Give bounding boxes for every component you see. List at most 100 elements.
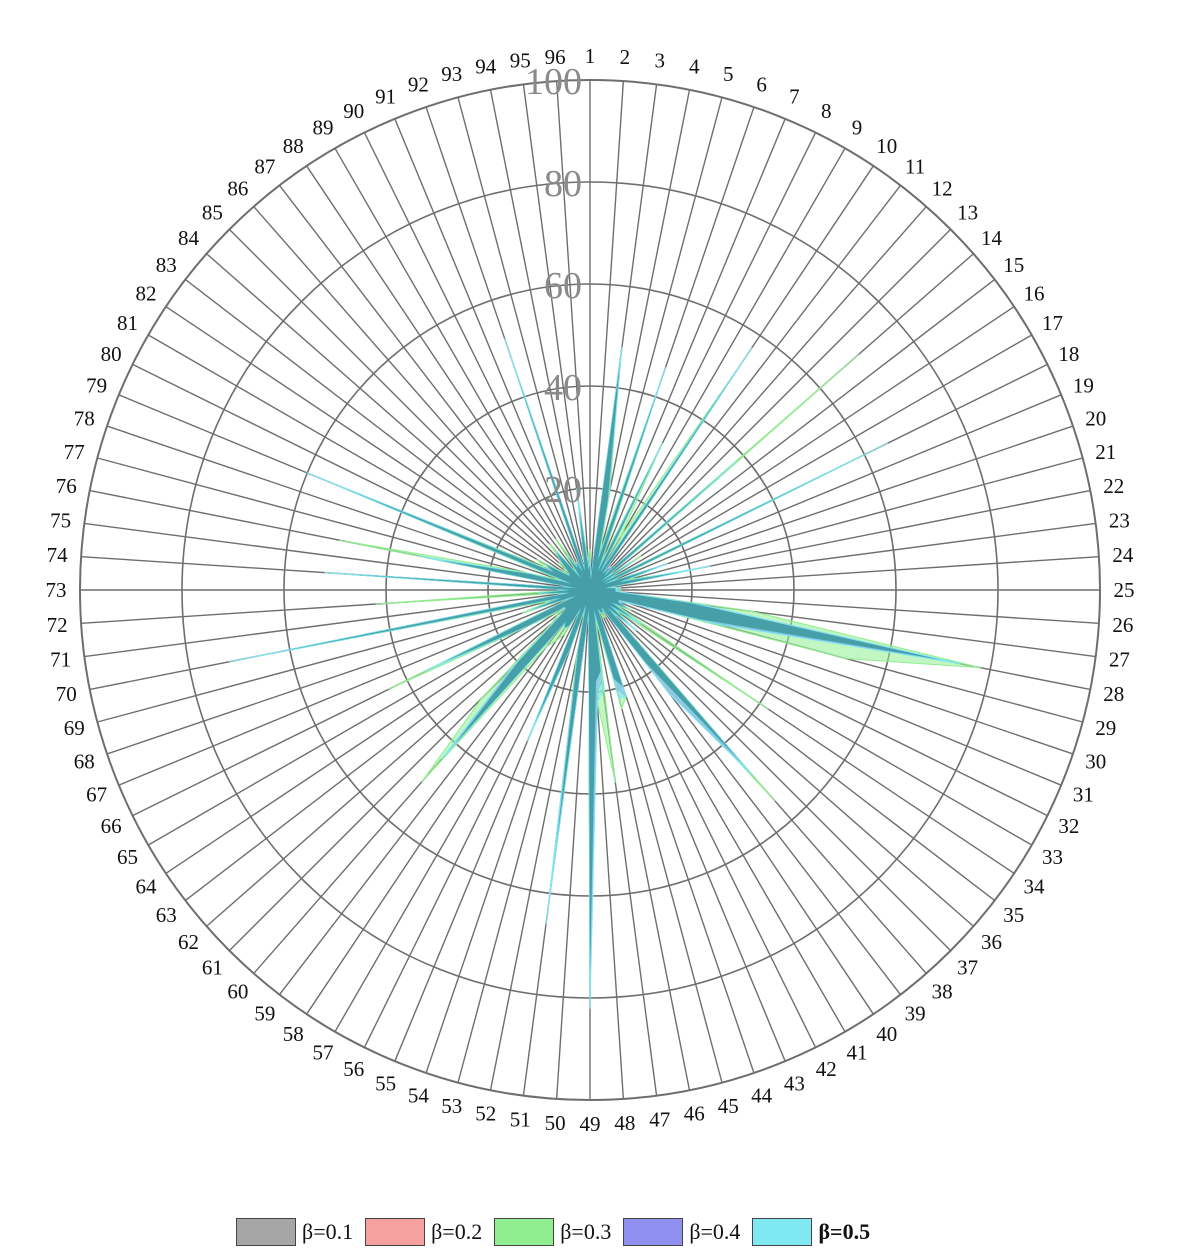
category-label: 59 xyxy=(254,1002,275,1026)
radar-series xyxy=(229,338,981,1009)
grid-spoke xyxy=(147,334,591,591)
radial-tick-labels: 20 40 60 80 100 xyxy=(525,61,582,511)
legend-label: β=0.3 xyxy=(560,1219,612,1244)
grid-spoke xyxy=(589,589,952,952)
grid-spoke xyxy=(306,165,591,591)
grid-spoke xyxy=(206,589,591,927)
data-point xyxy=(419,555,421,557)
category-label: 39 xyxy=(905,1002,926,1026)
category-label: 71 xyxy=(50,648,71,672)
grid-spoke xyxy=(253,206,591,591)
grid-spoke xyxy=(589,425,1074,591)
category-label: 7 xyxy=(789,85,800,109)
category-label: 83 xyxy=(156,253,177,277)
category-label: 15 xyxy=(1003,253,1024,277)
category-label: 10 xyxy=(876,134,897,158)
category-label: 29 xyxy=(1095,716,1116,740)
legend-swatch xyxy=(236,1218,296,1246)
data-point xyxy=(555,538,557,540)
data-point xyxy=(857,353,860,356)
data-point xyxy=(640,555,642,557)
grid-spoke xyxy=(589,522,1096,591)
data-point xyxy=(526,740,529,742)
data-point xyxy=(979,666,981,669)
data-point xyxy=(661,442,663,445)
category-label: 27 xyxy=(1109,648,1130,672)
grid-spoke xyxy=(589,589,1048,817)
category-label: 25 xyxy=(1114,578,1135,602)
grid-spoke xyxy=(589,118,786,591)
grid-spoke xyxy=(363,132,591,591)
data-point xyxy=(609,489,611,491)
category-label: 87 xyxy=(254,154,275,178)
data-point xyxy=(564,570,567,573)
grid-spoke xyxy=(589,555,1099,591)
category-label: 20 xyxy=(1085,406,1106,430)
legend-item: β=0.3 xyxy=(494,1218,611,1246)
category-label: 74 xyxy=(47,543,69,567)
grid-spoke xyxy=(589,589,1099,625)
grid-spoke xyxy=(589,457,1083,591)
grid-spoke xyxy=(589,589,817,1048)
category-label: 34 xyxy=(1024,875,1046,899)
grid-spoke xyxy=(457,97,591,591)
grid-spoke xyxy=(165,589,591,874)
grid-spoke xyxy=(589,589,1033,846)
legend-item: β=0.4 xyxy=(623,1218,740,1246)
category-label: 9 xyxy=(852,116,863,140)
data-point xyxy=(619,587,622,589)
category-label: 58 xyxy=(283,1022,304,1046)
data-point xyxy=(627,602,630,604)
grid-spoke xyxy=(589,334,1033,591)
grid-spoke xyxy=(589,589,1074,755)
category-label: 46 xyxy=(684,1102,705,1126)
grid-spoke xyxy=(589,589,846,1033)
category-label: 23 xyxy=(1109,508,1130,532)
category-label: 73 xyxy=(46,578,67,602)
legend-swatch xyxy=(623,1218,684,1246)
category-label: 11 xyxy=(905,154,925,178)
data-point xyxy=(424,670,427,672)
category-label: 5 xyxy=(723,62,734,86)
grid-spoke xyxy=(278,184,591,591)
data-point xyxy=(619,591,622,593)
data-point xyxy=(767,708,769,710)
data-point xyxy=(620,707,623,709)
grid-spoke xyxy=(278,589,591,996)
grid-spoke xyxy=(97,457,591,591)
grid-spoke xyxy=(334,147,591,591)
grid-spoke xyxy=(306,589,591,1015)
category-label: 77 xyxy=(64,440,85,464)
data-point xyxy=(481,697,483,699)
data-point xyxy=(669,694,672,696)
category-label: 40 xyxy=(876,1022,897,1046)
tick-label: 100 xyxy=(525,61,582,103)
tick-label: 60 xyxy=(544,265,582,307)
data-point xyxy=(619,536,622,538)
category-label: 32 xyxy=(1058,814,1079,838)
category-label: 31 xyxy=(1073,782,1094,806)
data-point xyxy=(717,623,719,626)
legend: β=0.1 β=0.2 β=0.3 β=0.4 β=0.5 xyxy=(236,1218,882,1246)
category-label: 65 xyxy=(117,845,138,869)
data-point xyxy=(339,539,341,542)
category-label: 79 xyxy=(86,374,107,398)
grid-spoke xyxy=(589,97,723,591)
data-point xyxy=(548,543,551,545)
grid-spoke xyxy=(589,589,974,927)
category-label: 75 xyxy=(50,508,71,532)
tick-label: 20 xyxy=(544,469,582,511)
category-label: 66 xyxy=(101,814,122,838)
data-point xyxy=(618,697,620,700)
category-label: 6 xyxy=(756,72,767,96)
category-label: 33 xyxy=(1042,845,1063,869)
category-label: 54 xyxy=(408,1084,430,1108)
data-point xyxy=(734,461,737,464)
data-point xyxy=(229,660,231,663)
data-point xyxy=(666,563,669,565)
data-point xyxy=(589,558,591,561)
legend-item: β=0.1 xyxy=(236,1218,353,1246)
data-point xyxy=(614,781,617,783)
category-label: 69 xyxy=(64,716,85,740)
grid-spoke xyxy=(589,147,846,591)
